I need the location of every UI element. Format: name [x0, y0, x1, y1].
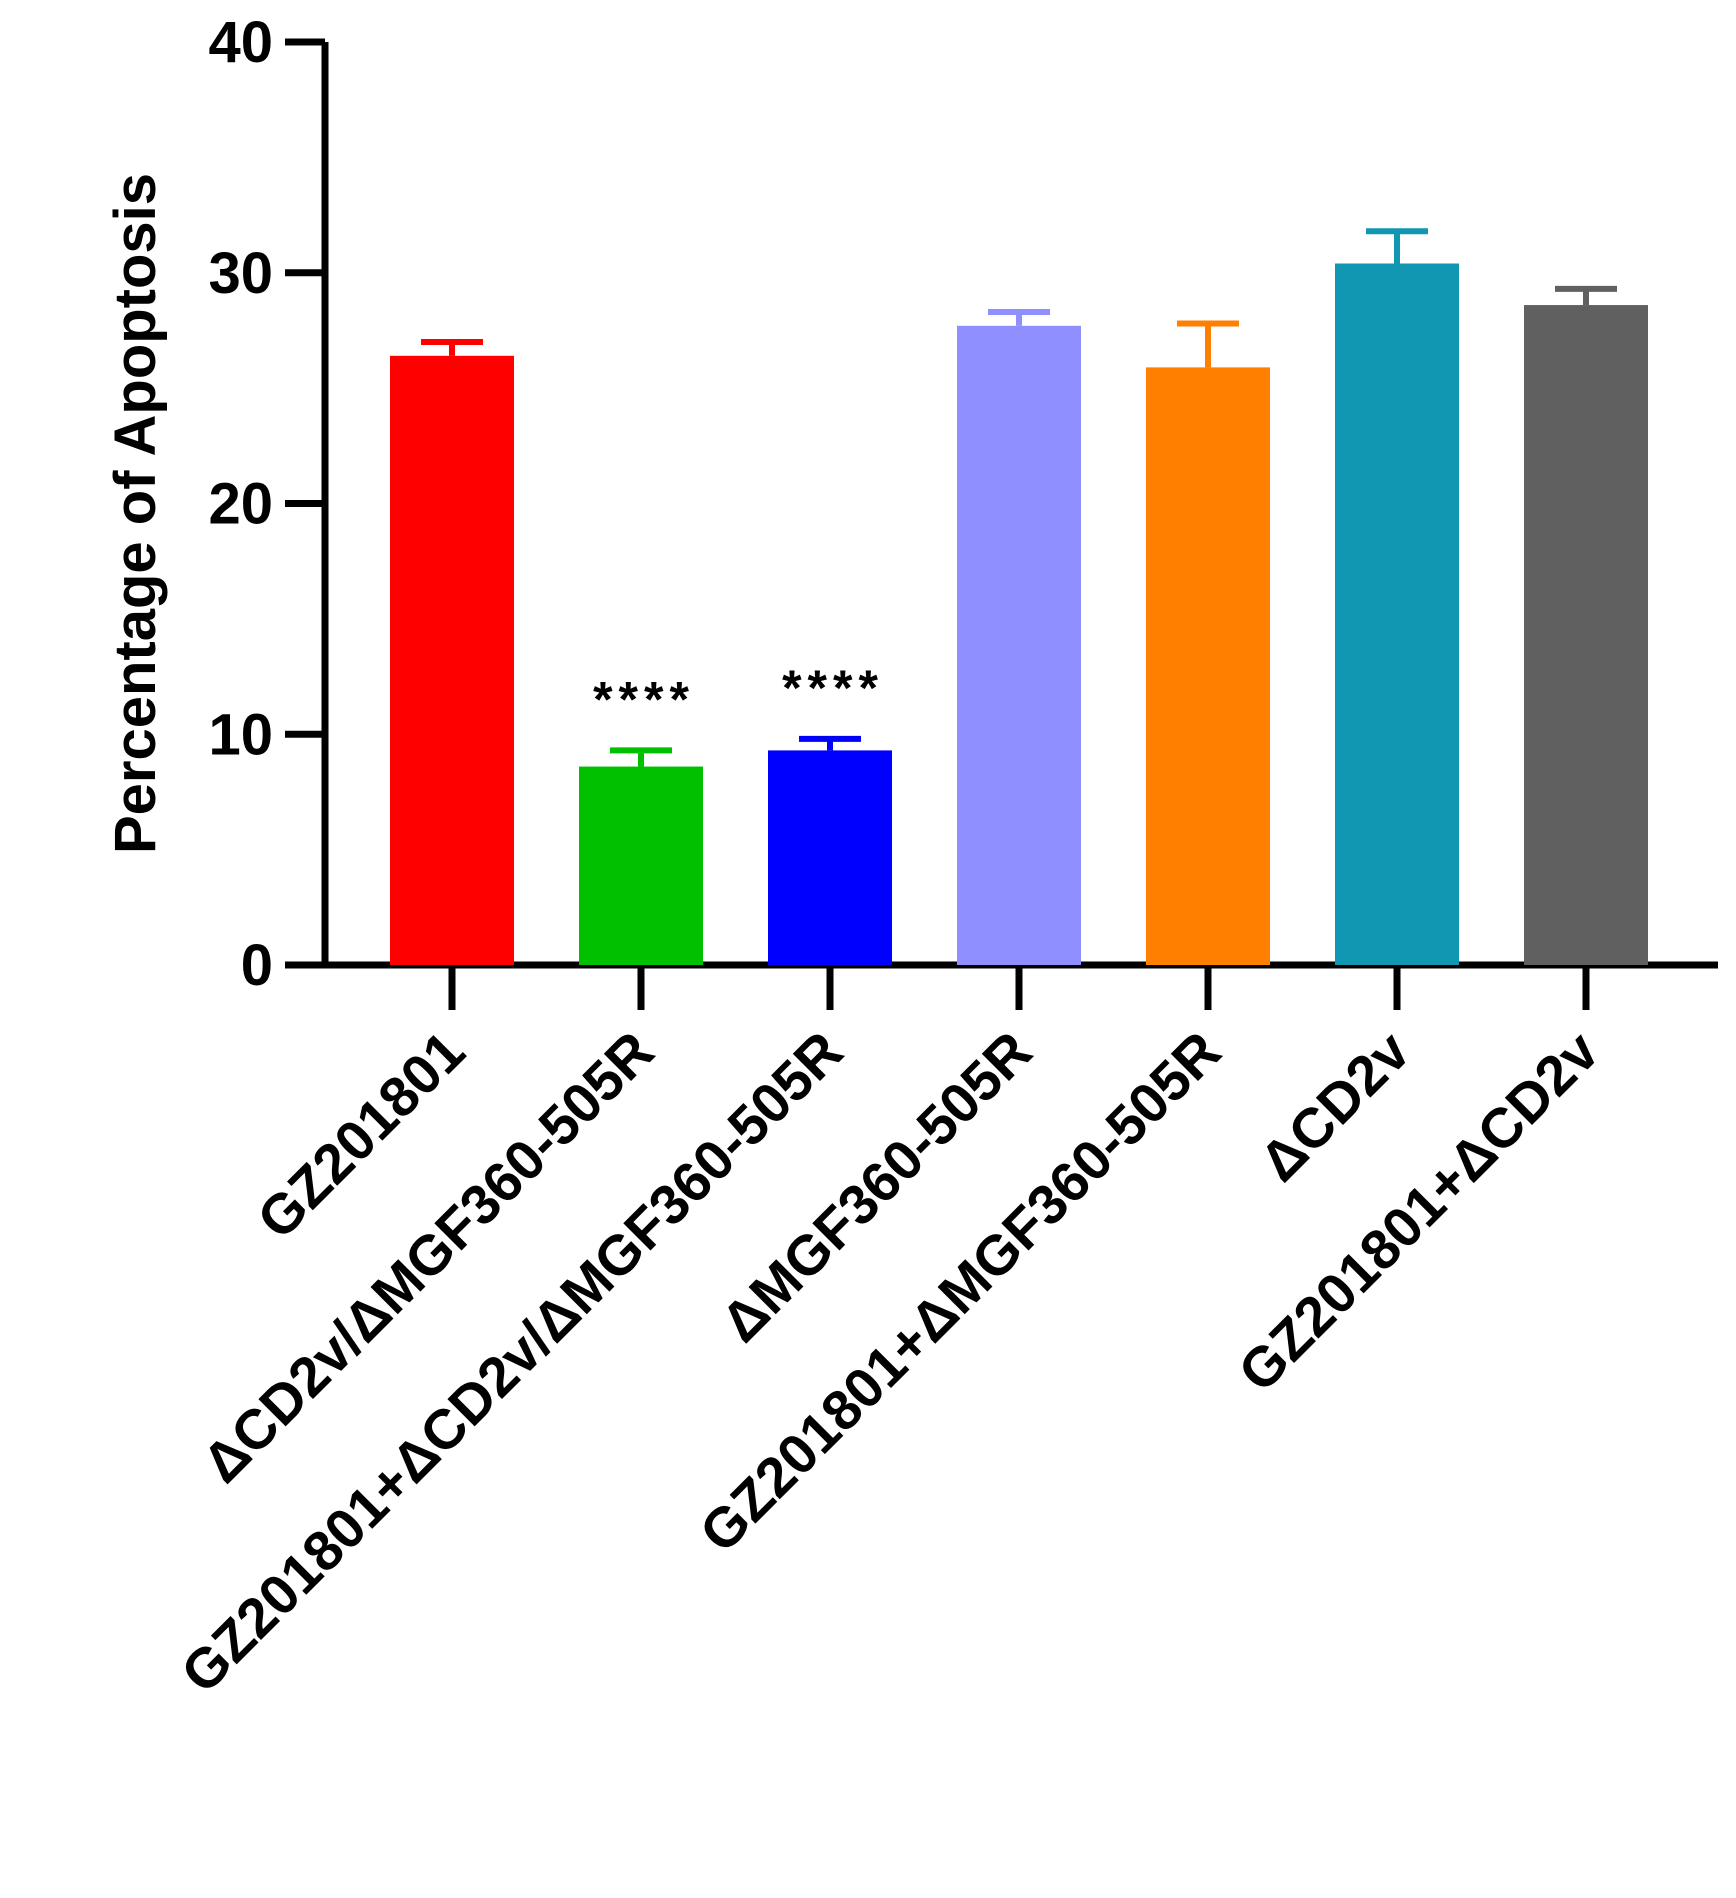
y-axis: 0 10 20 30 40 [208, 10, 329, 998]
bar [579, 766, 703, 965]
x-tick-label: GZ201801+ΔCD2v/ΔMGF360-505R [169, 1019, 855, 1705]
bar [390, 355, 514, 965]
y-tick-label: 20 [208, 472, 273, 537]
bar [1146, 367, 1270, 965]
x-axis [322, 961, 1718, 1010]
y-tick-label: 40 [208, 10, 273, 75]
y-axis-title: Percentage of Apoptosis [103, 173, 168, 854]
bars: **** **** [390, 228, 1648, 965]
category-labels: GZ201801ΔCD2v/ΔMGF360-505RGZ201801+ΔCD2v… [169, 1019, 1611, 1705]
y-tick-label: 0 [241, 933, 273, 998]
y-tick-label: 10 [208, 702, 273, 767]
x-tick-label: ΔCD2v [1247, 1019, 1421, 1193]
x-tick-label: GZ201801+ΔCD2v [1226, 1019, 1611, 1404]
significance-label: **** [782, 660, 884, 716]
bar [1335, 263, 1459, 965]
significance-label: **** [593, 671, 695, 727]
bar [957, 325, 1081, 965]
y-tick-label: 30 [208, 241, 273, 306]
bar [768, 750, 892, 965]
bar [1524, 305, 1648, 965]
